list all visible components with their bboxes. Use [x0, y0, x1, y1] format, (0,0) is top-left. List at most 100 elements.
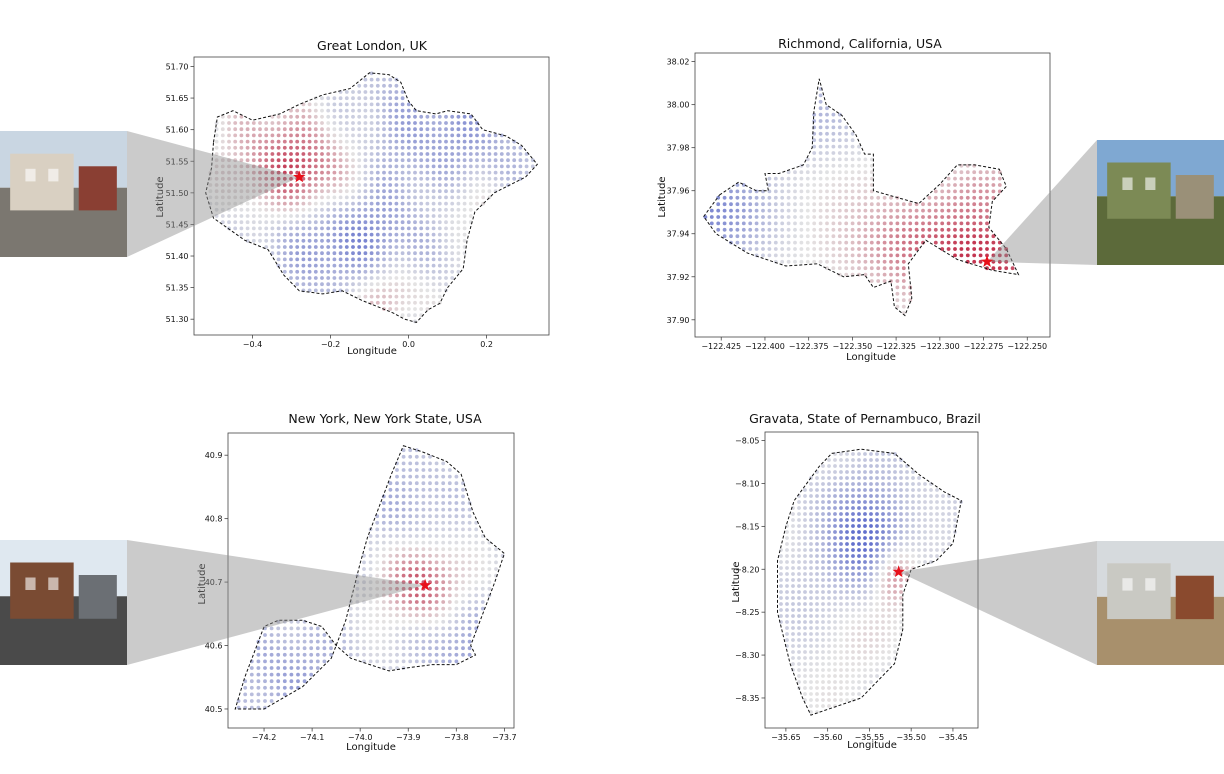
- panel-newyork: New York, New York State, USA Longitude …: [197, 411, 517, 753]
- heat-dot: [434, 586, 439, 591]
- heat-dot: [851, 542, 855, 546]
- heat-dot: [421, 540, 426, 545]
- heat-dot: [941, 548, 945, 552]
- heat-dot: [214, 183, 219, 187]
- heat-dot: [363, 77, 368, 82]
- heat-dot: [869, 488, 873, 492]
- heat-dot: [382, 108, 386, 113]
- heat-dot: [929, 512, 933, 516]
- heat-dot: [875, 458, 879, 462]
- heat-dot: [264, 226, 269, 231]
- heat-dot: [857, 482, 861, 486]
- heat-dot: [450, 214, 455, 218]
- heat-dot: [889, 240, 893, 245]
- heat-dot: [344, 226, 349, 231]
- heat-dot: [475, 189, 479, 194]
- heat-dot: [245, 170, 250, 175]
- heat-dot: [799, 253, 804, 258]
- heat-dot: [1004, 259, 1009, 264]
- heat-dot: [214, 201, 219, 206]
- heat-dot: [785, 620, 789, 624]
- heat-dot: [493, 164, 498, 169]
- heat-dot: [408, 461, 413, 466]
- heat-dot: [368, 652, 373, 657]
- heat-dot: [876, 221, 881, 226]
- heat-dot: [815, 596, 819, 600]
- heat-dot: [258, 207, 262, 212]
- heat-dot: [348, 619, 353, 624]
- heat-dot: [953, 202, 957, 207]
- heat-dot: [923, 542, 927, 546]
- heat-dot: [821, 674, 825, 678]
- heat-dot: [914, 247, 919, 251]
- heat-dot: [901, 221, 906, 226]
- heat-dot: [905, 554, 909, 558]
- heat-dot: [803, 596, 807, 600]
- heat-dot: [227, 139, 231, 144]
- heat-dot: [887, 470, 891, 474]
- heat-dot: [923, 482, 927, 486]
- heat-dot: [461, 540, 465, 545]
- heat-dot: [351, 257, 355, 262]
- heat-dot: [301, 245, 306, 249]
- heat-dot: [735, 240, 740, 245]
- heat-dot: [839, 626, 843, 630]
- heat-dot: [447, 468, 452, 472]
- heat-dot: [893, 560, 897, 564]
- plot-frame: [227, 432, 515, 729]
- heat-dot: [857, 272, 861, 277]
- heat-dot: [773, 227, 778, 232]
- heat-dot: [381, 514, 386, 519]
- heat-dot: [875, 494, 879, 498]
- heat-dot: [815, 482, 819, 486]
- heat-dot: [875, 506, 879, 510]
- heat-dot: [388, 170, 393, 175]
- heat-dot: [821, 584, 825, 588]
- heat-dot: [428, 494, 432, 499]
- heat-dot: [876, 272, 881, 277]
- heat-dot: [487, 133, 492, 138]
- heat-dot: [827, 668, 831, 672]
- heat-dot: [414, 606, 419, 611]
- heat-dot: [845, 488, 849, 492]
- heat-dot: [320, 170, 324, 175]
- heat-dot: [506, 152, 510, 156]
- x-tick-label: −73.8: [444, 733, 469, 742]
- heat-dot: [833, 578, 837, 582]
- heat-dot: [315, 652, 320, 657]
- heat-dot: [414, 461, 419, 466]
- heat-dot: [869, 614, 873, 618]
- heat-dot: [421, 501, 426, 505]
- heat-dot: [839, 470, 843, 474]
- heat-dot: [394, 263, 399, 268]
- heat-dot: [467, 606, 472, 611]
- heat-dot: [425, 282, 430, 287]
- heat-dot: [296, 619, 300, 624]
- heat-dot: [467, 619, 472, 624]
- heat-dot: [276, 692, 281, 697]
- heat-dot: [863, 536, 867, 540]
- heat-dot: [363, 288, 368, 293]
- heat-dot: [499, 158, 504, 163]
- heat-dot: [773, 189, 778, 194]
- heat-dot: [761, 208, 765, 213]
- heat-dot: [437, 145, 442, 150]
- heat-dot: [295, 282, 300, 287]
- heat-dot: [881, 656, 885, 660]
- heat-dot: [881, 476, 885, 480]
- heat-dot: [803, 650, 807, 654]
- heat-dot: [456, 251, 461, 256]
- heat-dot: [289, 152, 293, 156]
- heat-dot: [773, 240, 778, 245]
- heat-dot: [414, 468, 419, 472]
- heat-dot: [839, 674, 843, 678]
- heat-dot: [408, 606, 413, 611]
- heat-dot: [487, 189, 492, 194]
- heat-dot: [845, 674, 849, 678]
- x-tick-label: −73.7: [492, 733, 517, 742]
- heat-dot: [351, 282, 355, 287]
- heat-dot: [863, 590, 867, 594]
- heat-dot: [461, 501, 465, 505]
- heat-dot: [413, 269, 417, 274]
